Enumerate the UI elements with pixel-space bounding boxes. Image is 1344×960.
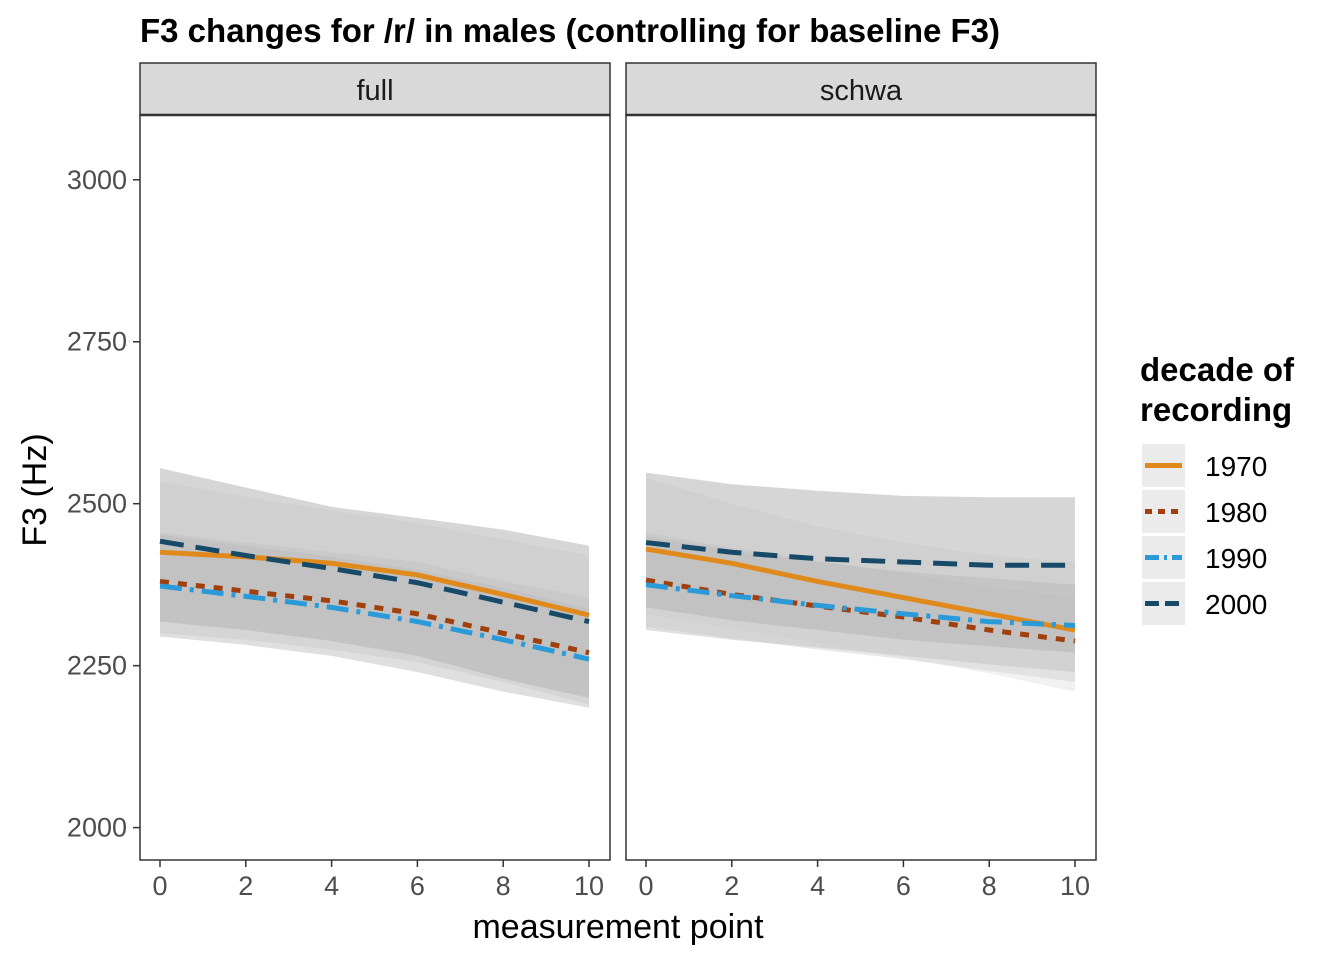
x-tick-label-schwa-10: 10 xyxy=(1060,871,1090,901)
legend-title-line-2: recording xyxy=(1140,391,1292,428)
x-tick-label-schwa-4: 4 xyxy=(810,871,825,901)
x-tick-label-full-6: 6 xyxy=(410,871,425,901)
strip-label-full: full xyxy=(356,75,393,107)
legend: decade of recording 1970 1980 1990 2000 xyxy=(1140,351,1295,625)
strip-schwa xyxy=(625,62,1097,116)
x-tick-label-schwa-2: 2 xyxy=(724,871,739,901)
chart-title: F3 changes for /r/ in males (controlling… xyxy=(140,12,1000,49)
x-tick-label-schwa-8: 8 xyxy=(982,871,997,901)
y-tick-label-3000: 3000 xyxy=(67,165,127,195)
panel-schwa: schwa xyxy=(625,62,1097,861)
x-tick-label-full-4: 4 xyxy=(324,871,339,901)
x-tick-label-full-2: 2 xyxy=(238,871,253,901)
series-line-2000-full xyxy=(159,538,590,625)
legend-label-1970: 1970 xyxy=(1205,451,1267,482)
axes-layer: 0 2 4 6 8 10 0 2 4 6 8 10 2000 2250 2500 2750 3000 xyxy=(67,165,1090,901)
x-axis-title: measurement point xyxy=(472,908,764,946)
strip-label-schwa: schwa xyxy=(820,75,903,107)
series-line-1980-full xyxy=(159,578,590,656)
panels-layer: full schwa xyxy=(139,62,1097,861)
x-tick-label-schwa-6: 6 xyxy=(896,871,911,901)
legend-label-1980: 1980 xyxy=(1205,497,1267,528)
panel-full: full xyxy=(139,62,611,861)
x-tick-label-full-8: 8 xyxy=(496,871,511,901)
series-line-1990-full xyxy=(159,583,590,662)
series-line-1970-full xyxy=(159,549,590,618)
series-line-1970-schwa xyxy=(645,546,1076,633)
legend-label-2000: 2000 xyxy=(1205,589,1267,620)
legend-title-line-1: decade of xyxy=(1140,351,1295,388)
x-tick-label-full-10: 10 xyxy=(574,871,604,901)
y-tick-label-2250: 2250 xyxy=(67,651,127,681)
legend-label-1990: 1990 xyxy=(1205,543,1267,574)
y-tick-label-2000: 2000 xyxy=(67,813,127,843)
y-tick-label-2500: 2500 xyxy=(67,489,127,519)
x-tick-label-full-0: 0 xyxy=(152,871,167,901)
ci-band-2000-full xyxy=(160,468,589,699)
x-tick-label-schwa-0: 0 xyxy=(638,871,653,901)
y-tick-label-2750: 2750 xyxy=(67,327,127,357)
strip-full xyxy=(139,62,611,116)
y-axis-title: F3 (Hz) xyxy=(16,433,54,546)
series-line-1990-schwa xyxy=(645,582,1076,628)
